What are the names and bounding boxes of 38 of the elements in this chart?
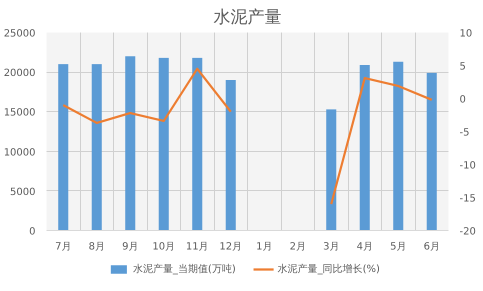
bar — [326, 109, 336, 230]
x-tick-label: 3月 — [323, 242, 340, 252]
bar — [226, 80, 236, 230]
bar — [192, 58, 202, 230]
x-tick-label: 2月 — [290, 242, 306, 252]
y-tick-label: 15000 — [4, 108, 36, 119]
y-tick-label: 10000 — [4, 147, 36, 158]
x-tick-label: 1月 — [256, 242, 272, 252]
y2-tick-label: 0 — [460, 94, 466, 106]
bar — [92, 64, 102, 230]
y2-tick-label: 10 — [460, 28, 472, 40]
bar — [426, 72, 437, 230]
x-tick-label: 7月 — [55, 242, 72, 252]
legend-label: 水泥产量_当期值(万吨) — [132, 263, 236, 275]
y2-tick-label: -15 — [460, 194, 476, 204]
y2-tick-label: -20 — [460, 226, 476, 238]
x-tick-label: 8月 — [88, 242, 105, 252]
bar — [158, 58, 169, 230]
y2-tick-label: -10 — [460, 160, 476, 172]
bar — [393, 62, 404, 230]
bar — [125, 56, 136, 230]
y2-tick-label: 5 — [460, 62, 466, 72]
y-tick-label: 25000 — [4, 28, 36, 40]
x-tick-label: 10月 — [152, 242, 176, 252]
y-tick-label: 5000 — [10, 186, 36, 198]
x-tick-label: 12月 — [219, 242, 242, 252]
y-tick-label: 20000 — [4, 68, 36, 80]
x-tick-label: 9月 — [122, 242, 138, 252]
legend-label: 水泥产量_同比增长(%) — [278, 263, 380, 275]
x-tick-label: 6月 — [424, 242, 440, 252]
bar — [58, 64, 68, 230]
x-tick-label: 4月 — [356, 242, 373, 252]
x-tick-label: 5月 — [390, 242, 406, 252]
y2-tick-label: -5 — [460, 128, 470, 138]
bar — [360, 64, 370, 230]
chart-title: 水泥产量 — [214, 8, 282, 28]
y-tick-label: 0 — [29, 226, 36, 238]
x-tick-label: 11月 — [186, 242, 209, 252]
